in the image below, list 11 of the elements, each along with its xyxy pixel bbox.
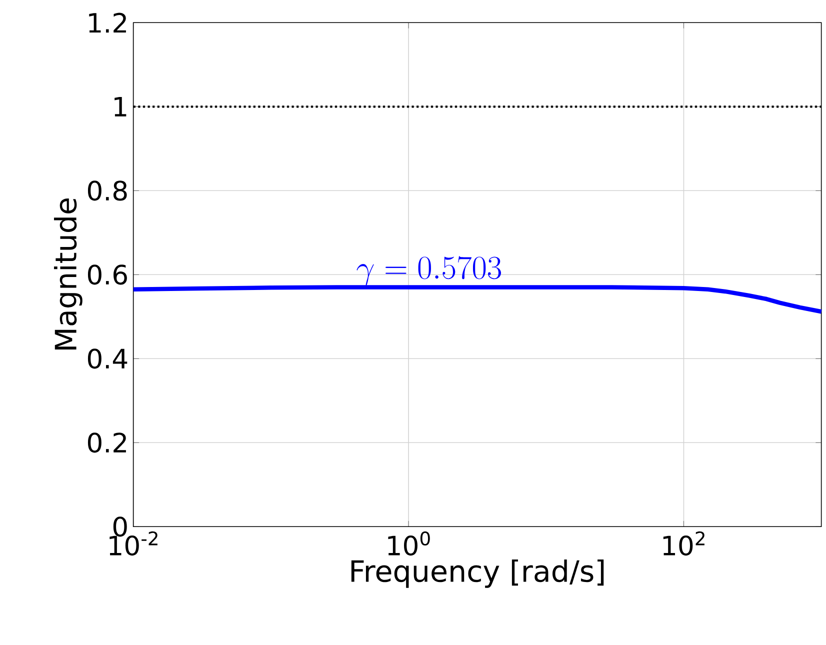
- y-tick-label: 1.2: [89, 12, 126, 33]
- x-tick-label: 10$^{0}$: [388, 531, 430, 556]
- y-tick-label: 0.6: [88, 264, 127, 285]
- annotation: $\gamma = 0.5703$: [356, 256, 502, 286]
- y-axis-title: Magnitude: [54, 198, 82, 350]
- x-axis-title: Frequency [rad/s]: [351, 559, 604, 588]
- y-tick-label: 1: [114, 96, 126, 116]
- y-tick-label: 0.8: [88, 180, 127, 201]
- y-tick-label: 0.4: [88, 348, 128, 369]
- y-tick-label: 0.2: [88, 432, 126, 453]
- x-tick-label: 10$^{2}$: [663, 531, 704, 556]
